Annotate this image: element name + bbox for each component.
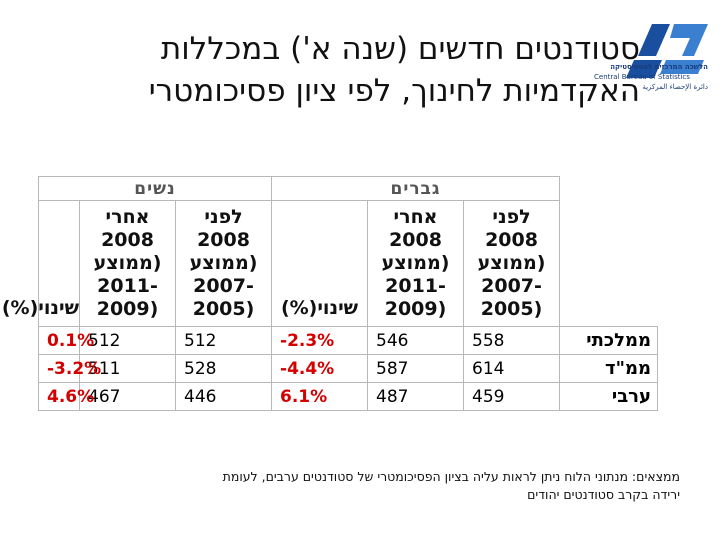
cell-men-change: 6.1%: [271, 382, 369, 411]
note-line-1: ממצאים: מנתוני הלוח ניתן לראות עליה בציו…: [222, 469, 680, 484]
cell-men-after: 587: [367, 354, 465, 383]
cell-women-after: 467: [79, 382, 177, 411]
cell-women-change: -3.2%: [37, 354, 101, 383]
cbs-logo-icon: [626, 24, 708, 78]
cell-men-before: 614: [463, 354, 561, 383]
logo-text: הלשכה המרכזית לסטטיסטיקה Central Bureau …: [594, 62, 708, 92]
table-row: ערבי 459 487 6.1% 446 467 4.6%: [37, 382, 659, 411]
cell-women-after: 512: [79, 326, 177, 355]
row-label: ערבי: [559, 382, 659, 411]
cell-women-before: 512: [175, 326, 273, 355]
header-men-after: אחרי 2008 (ממוצע -2011 (2009: [367, 200, 465, 327]
logo-arabic: دائرة الإحصاء المركزية: [642, 83, 708, 91]
title-line-2: האקדמיות לחינוך, לפי ציון פסיכומטרי: [148, 73, 640, 109]
header-women-after: אחרי 2008 (ממוצע -2011 (2009: [79, 200, 177, 327]
cell-men-change: -2.3%: [271, 326, 369, 355]
findings-note: ממצאים: מנתוני הלוח ניתן לראות עליה בציו…: [40, 468, 680, 504]
cell-women-before: 528: [175, 354, 273, 383]
table-row: ממ"ד 614 587 -4.4% 528 511 -3.2%: [37, 354, 659, 383]
row-label: ממ"ד: [559, 354, 659, 383]
logo-english: Central Bureau of Statistics: [594, 73, 690, 81]
psychometric-table: גברים נשים לפני 2008 (ממוצע -2007 (2005 אחר…: [2, 176, 659, 411]
cell-women-after: 511: [79, 354, 177, 383]
row-label: ממלכתי: [559, 326, 659, 355]
cell-men-before: 558: [463, 326, 561, 355]
logo-hebrew: הלשכה המרכזית לסטטיסטיקה: [610, 63, 708, 71]
cell-men-before: 459: [463, 382, 561, 411]
note-line-2: ירידה בקרב סטודנטים יהודים: [527, 487, 680, 502]
page-title: סטודנטים חדשים (שנה א') במכללות האקדמיות…: [40, 28, 640, 112]
group-women: נשים: [37, 176, 273, 201]
cell-women-before: 446: [175, 382, 273, 411]
cell-men-after: 487: [367, 382, 465, 411]
group-men: גברים: [271, 176, 561, 201]
table-row: ממלכתי 558 546 -2.3% 512 512 0.1%: [37, 326, 659, 355]
cell-men-after: 546: [367, 326, 465, 355]
header-men-before: לפני 2008 (ממוצע -2007 (2005: [463, 200, 561, 327]
cell-women-change: 4.6%: [37, 382, 94, 411]
cell-women-change: 0.1%: [37, 326, 94, 355]
title-line-1: סטודנטים חדשים (שנה א') במכללות: [160, 31, 640, 67]
header-women-change: שינוי(%): [2, 200, 81, 327]
header-men-change: שינוי(%): [271, 200, 369, 327]
cell-men-change: -4.4%: [271, 354, 369, 383]
header-women-before: לפני 2008 (ממוצע -2007 (2005: [175, 200, 273, 327]
